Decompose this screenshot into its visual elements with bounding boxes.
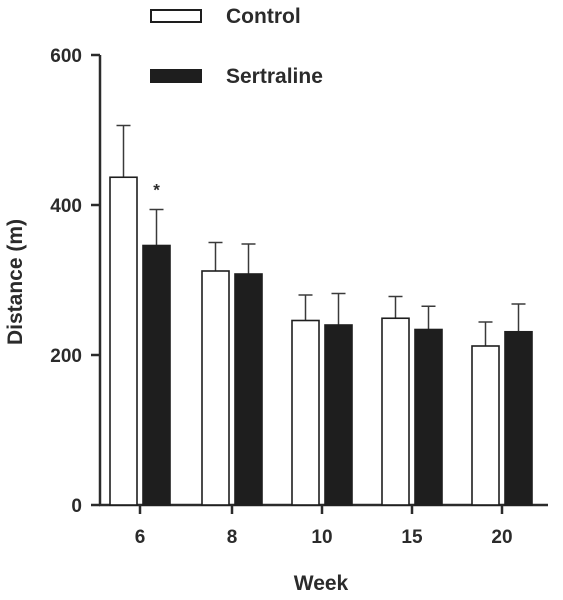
bar-sertraline-20 [504, 330, 533, 506]
legend-label-control: Control [226, 5, 301, 28]
significance-marker: * [153, 181, 160, 200]
legend-swatch-sertraline [150, 69, 202, 83]
x-tick-label-15: 15 [401, 527, 423, 548]
x-tick-label-6: 6 [135, 527, 146, 548]
bar-control-15 [381, 317, 410, 506]
bar-control-10 [291, 319, 320, 506]
legend-label-sertraline: Sertraline [226, 65, 323, 88]
y-tick-label-400: 400 [50, 196, 82, 217]
y-tick-label-200: 200 [50, 346, 82, 367]
bar-sertraline-6 [142, 244, 171, 506]
x-tick-label-8: 8 [227, 527, 238, 548]
y-tick-label-600: 600 [50, 46, 82, 67]
x-tick-label-20: 20 [491, 527, 512, 548]
x-tick-label-10: 10 [311, 527, 332, 548]
legend-swatch-control [150, 9, 202, 23]
bar-control-6 [109, 176, 138, 506]
legend: Control Sertraline [150, 5, 323, 88]
bar-control-20 [471, 345, 500, 506]
y-axis-label: Distance (m) [4, 219, 27, 345]
y-tick-label-0: 0 [71, 496, 82, 517]
bar-sertraline-15 [414, 328, 443, 506]
bar-sertraline-8 [234, 273, 263, 506]
bar-control-8 [201, 270, 230, 506]
bars: * [109, 124, 533, 506]
axes: 0 200 400 600 6 8 10 15 20 [50, 46, 548, 548]
bar-sertraline-10 [324, 324, 353, 506]
x-axis-label: Week [294, 572, 349, 595]
